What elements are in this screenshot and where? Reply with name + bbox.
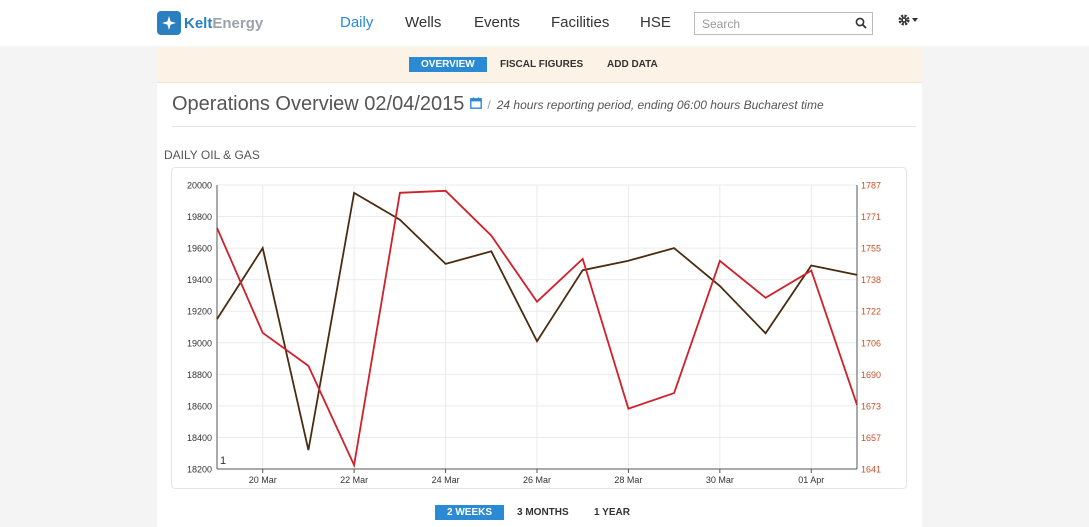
header-divider bbox=[172, 126, 916, 127]
y-right-tick-label: 1690 bbox=[861, 370, 881, 380]
page-header: Operations Overview 02/04/2015 / 24 hour… bbox=[172, 93, 824, 116]
nav-daily[interactable]: Daily bbox=[340, 14, 374, 31]
page-subtitle: 24 hours reporting period, ending 06:00 … bbox=[496, 97, 824, 112]
y-left-tick-label: 19000 bbox=[187, 338, 212, 348]
nav-wells[interactable]: Wells bbox=[405, 14, 442, 31]
brand-logo[interactable]: KeltEnergy bbox=[157, 10, 263, 36]
section-title: DAILY OIL & GAS bbox=[164, 148, 260, 162]
y-right-tick-label: 1641 bbox=[861, 465, 881, 475]
x-tick-label: 22 Mar bbox=[340, 475, 368, 485]
series-line-dark bbox=[216, 191, 858, 451]
calendar-icon[interactable] bbox=[470, 96, 483, 114]
settings-menu[interactable] bbox=[898, 14, 918, 26]
x-tick-label: 28 Mar bbox=[614, 475, 642, 485]
y-right-tick-label: 1722 bbox=[861, 307, 881, 317]
gear-icon bbox=[898, 14, 910, 26]
nav-facilities[interactable]: Facilities bbox=[551, 14, 610, 31]
series-line-red bbox=[216, 189, 858, 469]
y-right-tick-label: 1706 bbox=[861, 338, 881, 348]
x-tick-label: 20 Mar bbox=[249, 475, 277, 485]
y-right-tick-label: 1738 bbox=[861, 275, 881, 285]
x-tick-label: 26 Mar bbox=[523, 475, 551, 485]
search-input[interactable] bbox=[695, 13, 845, 34]
daily-oil-gas-chart[interactable]: 20000 19800 19600 19400 19200 19000 18800 18600… bbox=[171, 167, 907, 489]
y-right-tick-label: 1755 bbox=[861, 244, 881, 254]
search-box bbox=[694, 12, 873, 35]
range-2-weeks-button[interactable]: 2 WEEKS bbox=[435, 505, 505, 520]
main-panel: OVERVIEW FISCAL FIGURES ADD DATA Operati… bbox=[157, 47, 922, 527]
y-right-tick-label: 1657 bbox=[861, 433, 881, 443]
x-tick-label: 30 Mar bbox=[706, 475, 734, 485]
tab-add-data[interactable]: ADD DATA bbox=[607, 59, 658, 70]
x-tick-label: 01 Apr bbox=[798, 475, 824, 485]
y-left-tick-label: 19600 bbox=[187, 244, 212, 254]
y-left-tick-label: 18400 bbox=[187, 433, 212, 443]
y-left-tick-label: 20000 bbox=[187, 181, 212, 191]
y-left-tick-label: 18600 bbox=[187, 401, 212, 411]
nav-hse[interactable]: HSE bbox=[640, 14, 671, 31]
y-right-tick-label: 1787 bbox=[861, 181, 881, 191]
y-left-cursor-box bbox=[218, 451, 260, 468]
y-left-cursor-label: 1 bbox=[220, 455, 226, 467]
header-separator: / bbox=[487, 97, 491, 112]
nav-events[interactable]: Events bbox=[474, 14, 520, 31]
brand-name: KeltEnergy bbox=[184, 14, 264, 32]
chevron-down-icon bbox=[912, 18, 918, 22]
y-right-tick-label: 1771 bbox=[861, 212, 881, 222]
page-title: Operations Overview 02/04/2015 bbox=[172, 93, 465, 115]
top-navbar: KeltEnergy Daily Wells Events Facilities… bbox=[0, 0, 1089, 46]
sub-navigation: OVERVIEW FISCAL FIGURES ADD DATA bbox=[157, 47, 922, 83]
tab-overview[interactable]: OVERVIEW bbox=[409, 57, 487, 72]
y-left-tick-label: 18200 bbox=[187, 465, 212, 475]
y-left-tick-label: 19200 bbox=[187, 307, 212, 317]
y-left-tick-label: 19400 bbox=[187, 275, 212, 285]
y-left-tick-label: 18800 bbox=[187, 370, 212, 380]
y-left-tick-label: 19800 bbox=[187, 212, 212, 222]
chart-svg: 20000 19800 19600 19400 19200 19000 18800 18600… bbox=[187, 181, 881, 486]
search-icon[interactable] bbox=[855, 16, 867, 34]
y-right-tick-label: 1673 bbox=[861, 401, 881, 411]
logo-star-icon bbox=[157, 11, 181, 35]
range-1-year-button[interactable]: 1 YEAR bbox=[594, 507, 630, 518]
x-tick-label: 24 Mar bbox=[432, 475, 460, 485]
tab-fiscal-figures[interactable]: FISCAL FIGURES bbox=[500, 59, 584, 70]
range-3-months-button[interactable]: 3 MONTHS bbox=[517, 507, 569, 518]
